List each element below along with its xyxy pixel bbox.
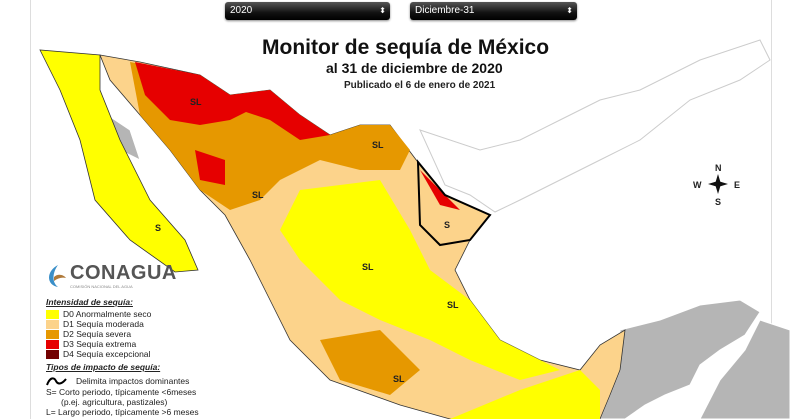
published-date: Publicado el 6 de enero de 2021 [344, 80, 496, 91]
year-value: 2020 [230, 5, 253, 16]
date-value: Diciembre-31 [415, 5, 475, 16]
impact-label: SL [447, 300, 459, 310]
legend-label: D4 Sequía excepcional [63, 349, 151, 359]
logo-text: CONAGUA [70, 262, 177, 284]
legend-short-term: S= Corto periodo, típicamente <6meses [46, 387, 197, 397]
map-subtitle: al 31 de diciembre de 2020 [326, 60, 503, 76]
swatch-d1 [46, 319, 59, 329]
legend-short-term-example: (p.ej. agricultura, pastizales) [61, 397, 168, 407]
impact-label: S [155, 223, 162, 233]
legend-impact-line: Delimita impactos dominantes [46, 374, 199, 387]
map-title: Monitor de sequía de México [262, 36, 550, 59]
impact-label: SL [252, 190, 264, 200]
legend-intensity-title: Intensidad de sequía: [46, 297, 133, 307]
logo-subtitle: COMISIÓN NACIONAL DEL AGUA [70, 284, 133, 289]
legend-item: D0 Anormalmente seco [46, 309, 199, 319]
compass-w: W [693, 180, 702, 190]
compass-e: E [734, 180, 741, 190]
date-select[interactable]: Diciembre-31 ⬍ [410, 2, 577, 20]
legend-item: D2 Sequía severa [46, 329, 199, 339]
swatch-d0 [46, 309, 59, 319]
legend-label: Delimita impactos dominantes [76, 375, 190, 386]
impact-label: SL [393, 374, 405, 384]
impact-label: SL [362, 262, 374, 272]
boundary-line-icon [46, 376, 67, 385]
compass-n: N [715, 163, 722, 173]
swatch-d4 [46, 349, 59, 359]
legend: Intensidad de sequía: D0 Anormalmente se… [46, 297, 199, 417]
swatch-d2 [46, 329, 59, 339]
legend-item: D4 Sequía excepcional [46, 349, 199, 359]
impact-label: SL [372, 140, 384, 150]
legend-label: D0 Anormalmente seco [63, 309, 152, 319]
logo-text-block: CONAGUA COMISIÓN NACIONAL DEL AGUA [70, 262, 177, 290]
legend-label: D3 Sequía extrema [63, 339, 137, 349]
compass-s: S [715, 197, 722, 207]
impact-label: SL [190, 97, 202, 107]
legend-item: D3 Sequía extrema [46, 339, 199, 349]
impact-label: S [444, 220, 451, 230]
compass-rose [708, 174, 728, 194]
legend-label: D2 Sequía severa [63, 329, 132, 339]
mexico [39, 49, 626, 419]
legend-item: D1 Sequía moderada [46, 319, 199, 329]
select-arrows-icon: ⬍ [566, 6, 573, 15]
select-arrows-icon: ⬍ [379, 6, 386, 15]
legend-impact-title: Tipos de impacto de sequía: [46, 362, 161, 372]
conagua-logo: CONAGUA COMISIÓN NACIONAL DEL AGUA [44, 263, 177, 289]
year-select[interactable]: 2020 ⬍ [225, 2, 390, 20]
swatch-d3 [46, 339, 59, 349]
page-frame [30, 0, 772, 419]
legend-long-term: L= Largo periodo, típicamente >6 meses [46, 407, 199, 417]
conagua-logo-icon [49, 265, 66, 287]
legend-label: D1 Sequía moderada [63, 319, 144, 329]
